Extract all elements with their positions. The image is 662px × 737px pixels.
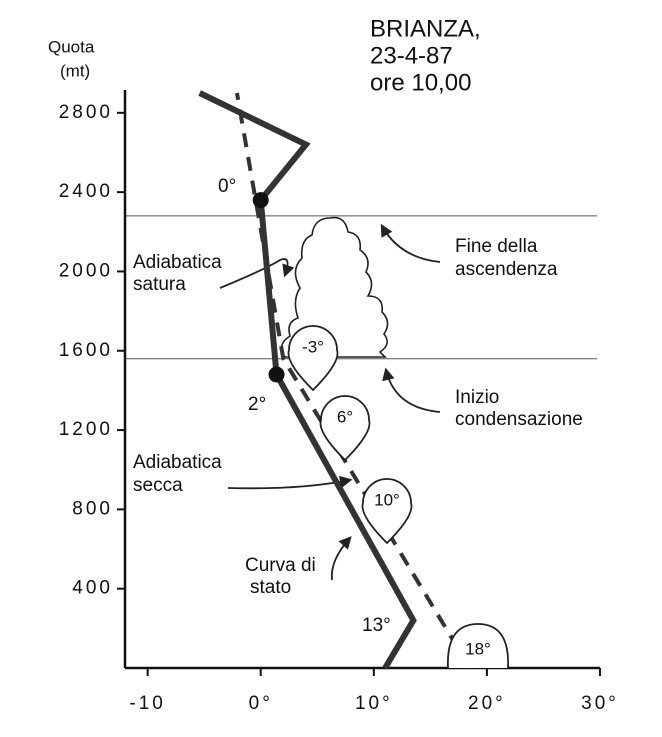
- y-tick-label: 2400: [59, 181, 113, 202]
- annotation: secca: [133, 475, 183, 496]
- chart-title: BRIANZA,: [370, 15, 481, 42]
- y-tick-label: 2000: [59, 260, 113, 281]
- line: [198, 90, 417, 670]
- annotation: Fine della: [455, 236, 538, 257]
- arrow: [219, 258, 295, 289]
- y-axis-label: Quota: [48, 37, 95, 56]
- point-label: 0°: [218, 176, 236, 197]
- annotation: satura: [133, 274, 186, 295]
- chart-title: 23-4-87: [370, 42, 453, 69]
- x-tick-label: 0°: [249, 693, 273, 714]
- y-tick-label: 800: [72, 498, 113, 519]
- parcel-label: 18°: [465, 639, 491, 658]
- y-tick-label: 1600: [59, 340, 113, 361]
- x-tick-label: 20°: [468, 693, 506, 714]
- annotation: ascendenza: [455, 259, 558, 280]
- x-tick-label: -10: [129, 693, 165, 714]
- annotation: stato: [250, 577, 291, 598]
- parcel-label: 10°: [374, 490, 400, 509]
- arrow: [380, 223, 441, 263]
- y-tick-label: 1200: [59, 419, 113, 440]
- arrow: [382, 367, 441, 413]
- y-tick-label: 2800: [59, 102, 113, 123]
- point: [252, 192, 269, 209]
- annotation: Adiabatica: [133, 452, 222, 473]
- chart-title: ore 10,00: [370, 69, 471, 96]
- parcel: [361, 478, 413, 545]
- parcel-label: -3°: [302, 337, 324, 356]
- parcel: [287, 325, 339, 392]
- x-tick-label: 10°: [355, 693, 393, 714]
- annotation: Inizio: [455, 387, 499, 408]
- parcel-label: 6°: [337, 407, 353, 426]
- annotation: condensazione: [455, 409, 583, 430]
- y-tick-label: 400: [72, 578, 113, 599]
- annotation: Curva di: [245, 555, 316, 576]
- arrow: [330, 536, 352, 581]
- parcel: [447, 623, 509, 669]
- y-axis-label: (mt): [60, 61, 90, 80]
- point-label: 2°: [248, 394, 266, 415]
- parcel: [319, 395, 371, 462]
- annotation: Adiabatica: [133, 252, 222, 273]
- line: [234, 92, 472, 670]
- point-label: 13°: [362, 615, 391, 636]
- cloud: [280, 216, 389, 358]
- x-tick-label: 30°: [581, 693, 619, 714]
- arrow: [227, 475, 353, 490]
- point: [268, 366, 285, 383]
